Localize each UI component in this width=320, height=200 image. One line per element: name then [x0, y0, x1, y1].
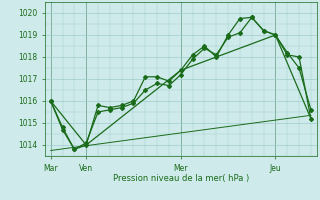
X-axis label: Pression niveau de la mer( hPa ): Pression niveau de la mer( hPa ) — [113, 174, 249, 183]
